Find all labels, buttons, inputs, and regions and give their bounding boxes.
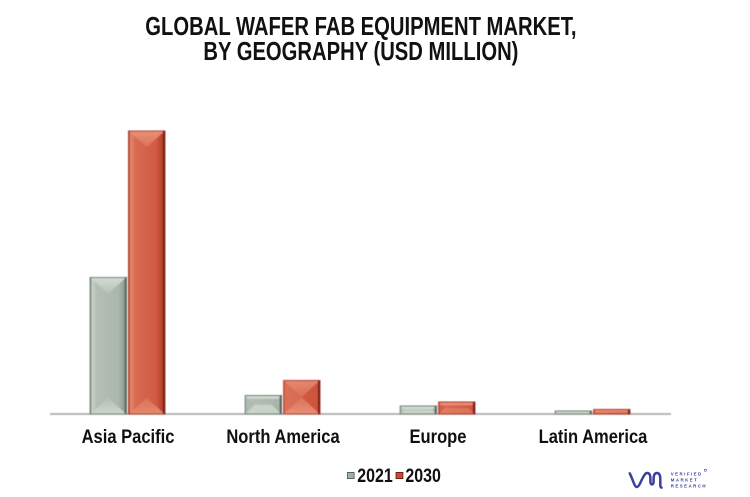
svg-text:VERIFIED: VERIFIED — [671, 472, 703, 477]
svg-text:RESEARCH: RESEARCH — [671, 484, 707, 489]
svg-text:MARKET: MARKET — [671, 478, 698, 483]
